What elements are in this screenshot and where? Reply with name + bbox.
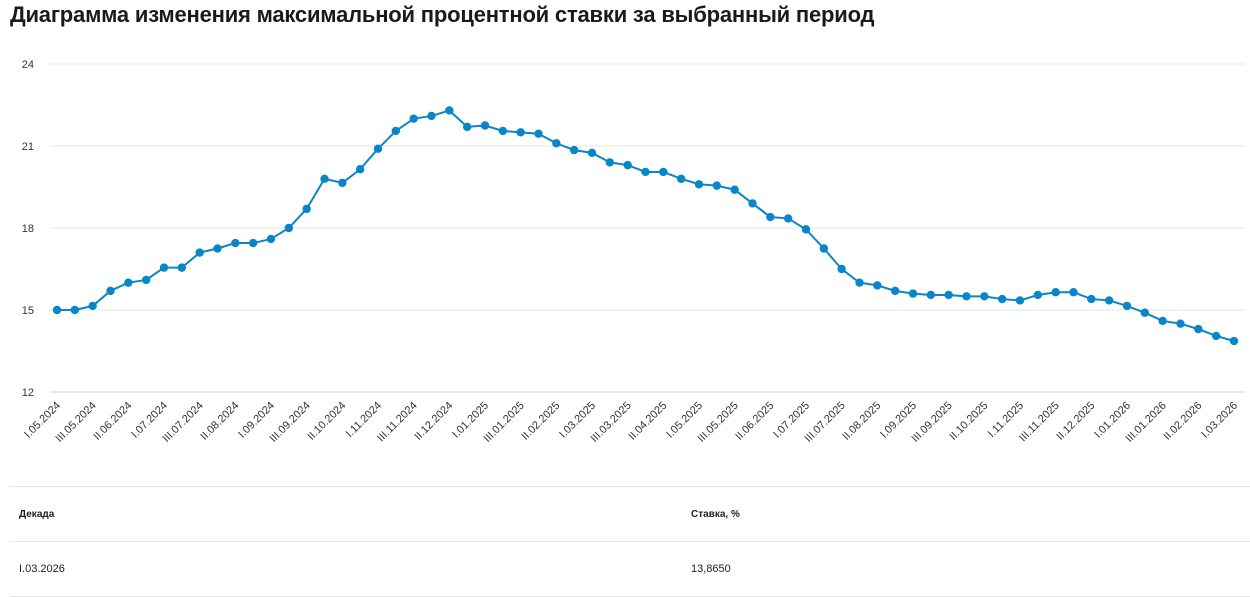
rate-table: Декада Ставка, % I.03.2026 13,8650 xyxy=(10,486,1250,597)
y-tick-label: 21 xyxy=(22,141,34,153)
table-header-row: Декада Ставка, % xyxy=(10,487,1250,542)
data-point xyxy=(855,278,864,287)
data-point xyxy=(659,167,668,177)
data-point xyxy=(462,122,472,132)
x-tick-label: II.08.2024 xyxy=(198,400,241,443)
page-title: Диаграмма изменения максимальной процент… xyxy=(10,2,875,27)
y-tick-label: 15 xyxy=(22,305,34,317)
data-point xyxy=(801,225,811,234)
data-point xyxy=(569,145,579,155)
data-point xyxy=(623,160,632,170)
data-point xyxy=(819,244,829,253)
data-point xyxy=(88,301,97,311)
data-point xyxy=(1051,288,1060,297)
data-point xyxy=(213,244,222,253)
x-tick-label: II.10.2024 xyxy=(305,400,348,443)
data-point xyxy=(730,185,739,194)
data-point xyxy=(141,275,151,285)
cell-rate: 13,8650 xyxy=(691,563,731,575)
data-point xyxy=(427,111,436,121)
data-point xyxy=(391,126,401,136)
data-point xyxy=(926,290,936,300)
data-point xyxy=(783,214,793,223)
data-point xyxy=(231,238,240,248)
data-point xyxy=(1104,296,1114,305)
data-point xyxy=(1194,324,1203,334)
data-point xyxy=(980,292,989,301)
data-point xyxy=(641,167,650,177)
y-tick-label: 12 xyxy=(22,387,34,399)
data-point xyxy=(1033,290,1043,300)
data-point xyxy=(177,263,187,272)
data-point xyxy=(248,238,258,248)
data-point xyxy=(605,158,615,167)
data-point xyxy=(997,294,1007,304)
data-point xyxy=(516,128,525,137)
data-point xyxy=(409,114,418,123)
series-line xyxy=(57,109,1235,342)
data-point xyxy=(498,126,508,136)
data-point xyxy=(890,286,900,296)
data-point xyxy=(873,281,882,290)
data-point xyxy=(676,174,686,183)
x-tick-label: II.02.2026 xyxy=(1161,400,1204,443)
data-point xyxy=(124,278,133,287)
data-point xyxy=(52,305,62,315)
x-tick-label: II.10.2025 xyxy=(947,400,990,443)
data-point xyxy=(266,234,276,244)
data-point xyxy=(766,212,775,222)
x-tick-label: II.12.2025 xyxy=(1054,400,1097,443)
data-point xyxy=(1122,301,1132,311)
cell-decade: I.03.2026 xyxy=(19,563,65,575)
x-tick-label: II.08.2025 xyxy=(840,400,883,443)
data-point xyxy=(1087,294,1096,304)
header-rate: Ставка, % xyxy=(691,508,740,520)
data-point xyxy=(480,121,490,130)
data-point xyxy=(1229,336,1239,346)
data-point xyxy=(1140,308,1150,317)
y-tick-label: 18 xyxy=(22,223,34,235)
data-point xyxy=(1069,288,1078,297)
data-point xyxy=(962,292,971,301)
table-row: I.03.2026 13,8650 xyxy=(10,542,1250,597)
data-point xyxy=(944,290,953,300)
data-point xyxy=(1211,331,1221,341)
data-point xyxy=(159,263,169,272)
data-point xyxy=(694,180,704,189)
data-point xyxy=(70,305,80,315)
x-tick-label: I.03.2026 xyxy=(1199,400,1240,441)
data-point xyxy=(587,148,597,158)
data-point xyxy=(837,264,846,274)
x-tick-label: II.04.2025 xyxy=(626,400,669,443)
data-point xyxy=(284,223,294,233)
data-point xyxy=(1176,319,1185,328)
data-point xyxy=(712,181,722,190)
data-point xyxy=(748,199,757,208)
data-point xyxy=(1158,316,1167,326)
data-point xyxy=(908,289,918,298)
data-point xyxy=(552,139,561,148)
data-point xyxy=(195,248,204,257)
line-chart: 1215182124I.05.2024III.05.2024II.06.2024… xyxy=(22,59,1245,445)
x-tick-label: II.02.2025 xyxy=(519,400,562,443)
data-point xyxy=(106,286,115,296)
data-point xyxy=(373,144,383,153)
data-point xyxy=(445,106,454,115)
data-point xyxy=(534,129,543,138)
y-tick-label: 24 xyxy=(22,59,34,71)
data-point xyxy=(1015,296,1025,305)
data-point xyxy=(320,174,329,183)
x-tick-label: II.06.2025 xyxy=(733,400,776,443)
x-tick-label: II.06.2024 xyxy=(91,400,134,443)
x-tick-label: II.12.2024 xyxy=(412,400,455,443)
data-point xyxy=(338,178,347,188)
header-decade: Декада xyxy=(19,508,55,520)
data-point xyxy=(302,204,311,214)
data-point xyxy=(355,165,365,174)
